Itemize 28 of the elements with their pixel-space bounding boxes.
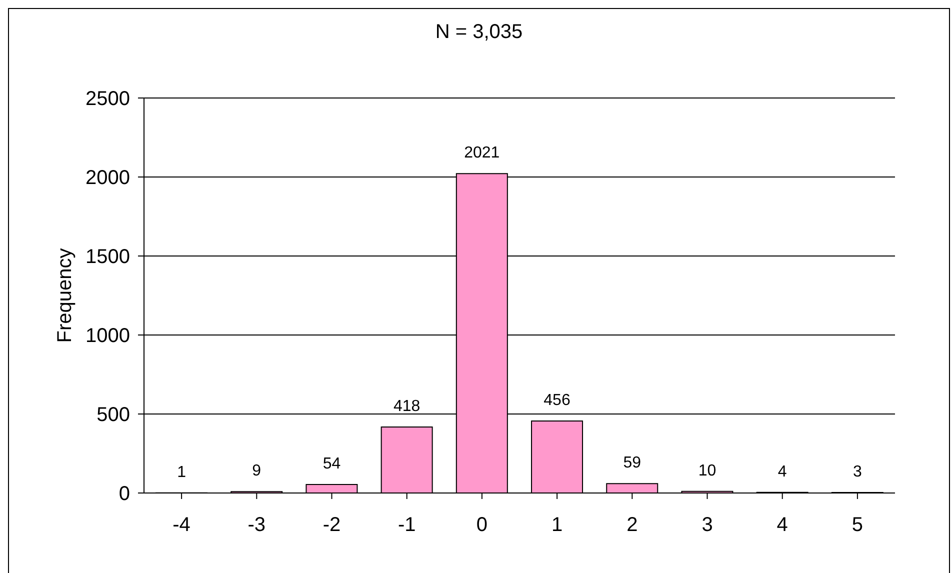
data-label: 59 [623,454,642,472]
x-tick-label: -2 [322,514,341,536]
data-label: 2021 [464,144,500,162]
data-label: 456 [544,392,570,409]
data-label: 3 [852,464,862,481]
data-label: 1 [177,464,186,481]
x-tick-label: -4 [172,514,190,536]
data-label: 9 [252,462,262,480]
chart-title: N = 3,035 [434,21,524,44]
data-label: 4 [778,463,787,480]
x-tick-label: 4 [776,514,788,536]
x-tick-label: 3 [702,514,713,536]
y-tick-label: 0 [118,483,130,506]
x-tick-label: 1 [551,514,563,536]
y-axis-title: Frequency [54,248,76,343]
data-label: 418 [393,398,420,415]
y-tick-label: 2000 [86,167,130,190]
y-tick-label: 500 [96,404,130,426]
data-label: 10 [698,462,716,480]
y-tick-label: 1500 [86,246,130,268]
y-tick-label: 1000 [86,325,130,348]
x-tick-label: 2 [626,514,638,536]
x-tick-label: -3 [248,514,266,536]
x-tick-label: -1 [398,514,416,536]
y-tick-label: 2500 [86,88,130,110]
data-label: 54 [322,455,341,472]
x-tick-label: 0 [476,514,488,536]
x-tick-label: 5 [852,514,864,536]
